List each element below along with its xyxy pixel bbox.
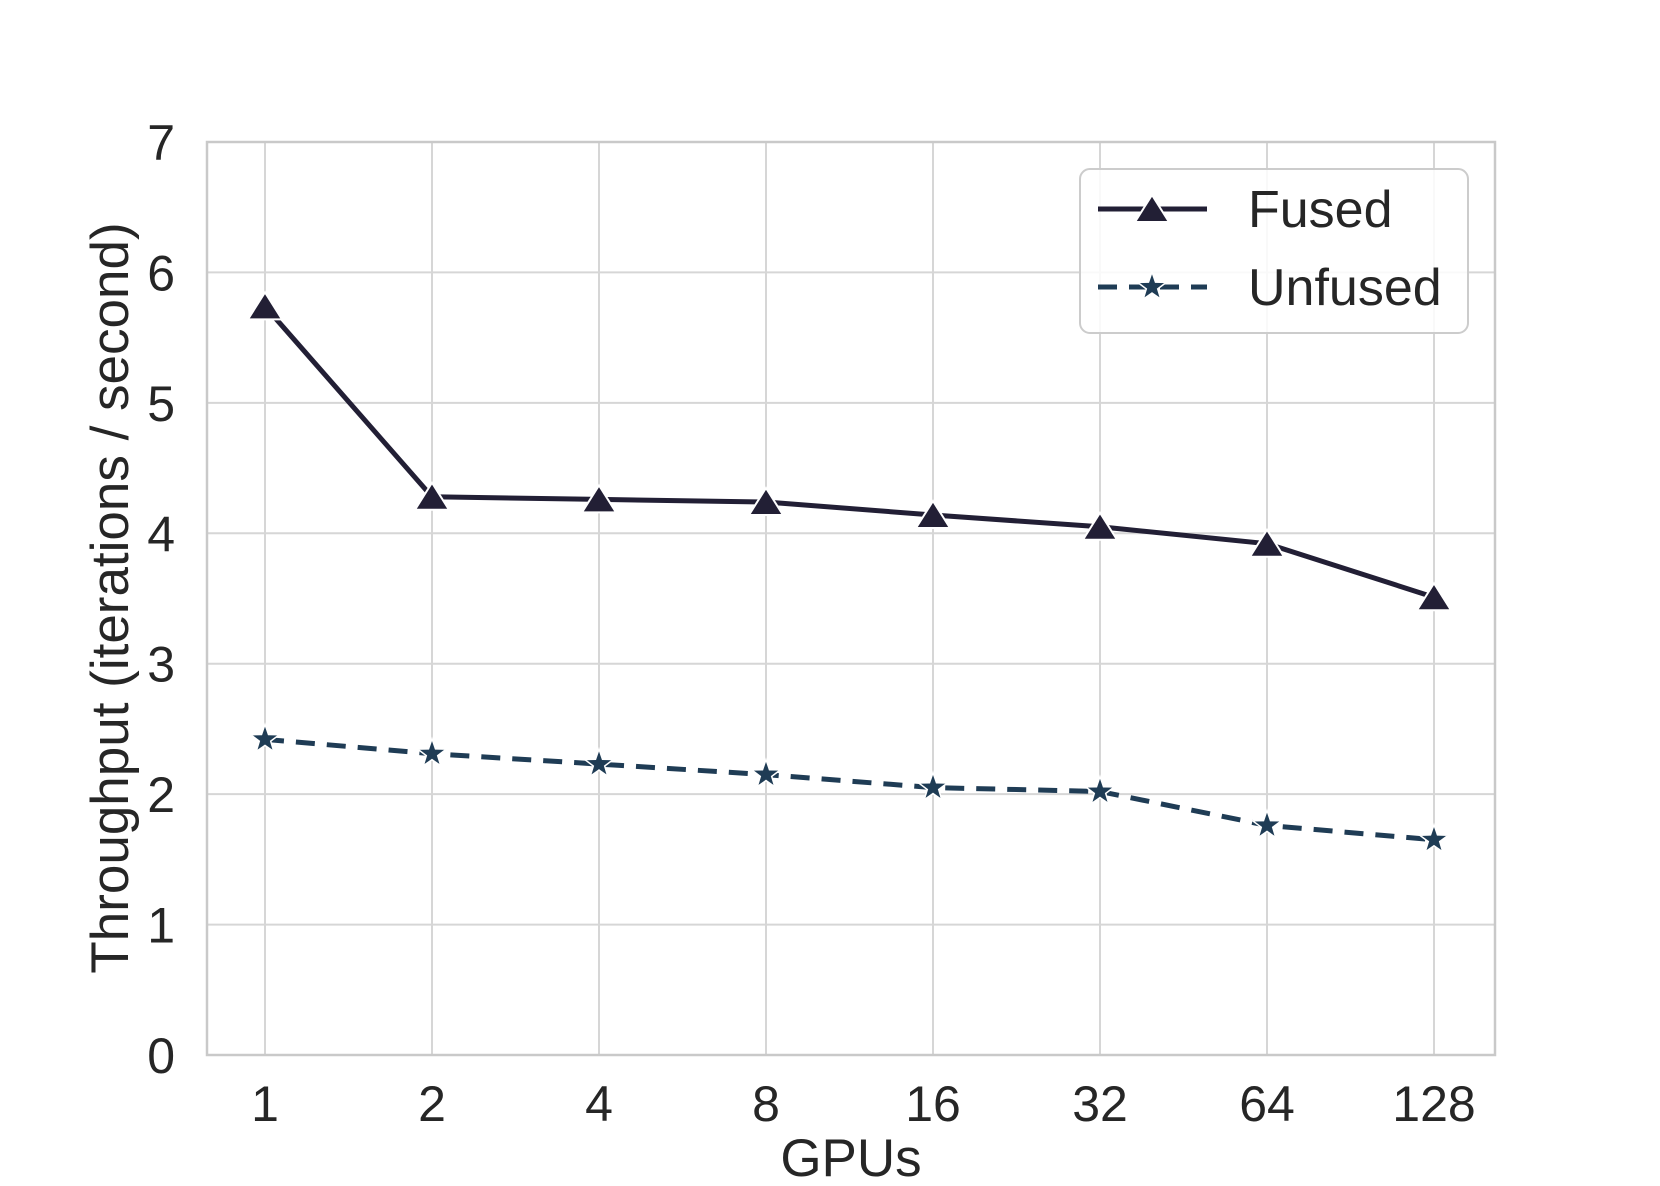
data-point-marker	[248, 722, 282, 754]
series-line	[263, 304, 1435, 600]
data-point-marker	[580, 483, 618, 514]
data-point-marker	[747, 486, 785, 516]
data-point-marker	[1250, 808, 1284, 840]
data-point-marker	[1083, 774, 1117, 806]
x-tick-label: 2	[418, 1076, 446, 1132]
y-tick-label: 6	[147, 245, 175, 301]
series-fused	[246, 290, 1453, 612]
y-tick-label: 5	[147, 376, 175, 432]
data-point-marker	[582, 746, 616, 779]
x-tick-label: 16	[905, 1076, 961, 1132]
legend-label: Unfused	[1248, 259, 1442, 317]
data-point-marker	[415, 736, 449, 768]
gridlines	[207, 141, 1495, 1056]
legend-rows: Fused Unfused	[1098, 181, 1442, 317]
data-point-marker	[1081, 510, 1119, 541]
series-line	[264, 736, 1435, 843]
y-axis-label: Throughput (iterations / second)	[81, 222, 140, 973]
legend: Fused Unfused	[1079, 168, 1469, 334]
y-tick-label: 7	[147, 115, 175, 171]
x-tick-label: 128	[1392, 1076, 1475, 1132]
legend-label: Fused	[1248, 181, 1393, 239]
x-tick-labels: 1 2 4 8 16 32 64 128	[251, 1076, 1476, 1132]
data-point-marker	[1415, 581, 1453, 612]
x-tick-label: 1	[251, 1076, 279, 1132]
y-tick-label: 4	[147, 506, 175, 562]
legend-row-fused: Fused	[1098, 181, 1393, 239]
x-axis-label: GPUs	[780, 1129, 921, 1186]
data-point-marker	[914, 499, 952, 530]
data-point-marker	[1417, 822, 1451, 854]
data-point-marker	[749, 757, 783, 789]
y-tick-label: 1	[147, 898, 175, 954]
y-tick-labels: 0 1 2 3 4 5 6 7	[147, 115, 175, 1084]
legend-marker-icon	[1133, 193, 1171, 223]
y-tick-label: 0	[147, 1028, 175, 1084]
series-unfused	[248, 722, 1451, 854]
x-tick-label: 4	[585, 1076, 613, 1132]
legend-row-unfused: Unfused	[1098, 259, 1442, 317]
x-tick-label: 32	[1072, 1076, 1128, 1132]
x-tick-label: 64	[1239, 1076, 1295, 1132]
plot-border	[205, 140, 1497, 1057]
series-lines	[246, 290, 1453, 854]
x-tick-label: 8	[752, 1076, 780, 1132]
data-point-marker	[916, 770, 950, 802]
y-tick-label: 2	[147, 767, 175, 823]
data-point-marker	[1248, 527, 1286, 558]
data-point-marker	[413, 480, 451, 511]
data-point-marker	[246, 290, 284, 321]
y-tick-label: 3	[147, 637, 175, 693]
legend-marker-icon	[1135, 269, 1169, 301]
